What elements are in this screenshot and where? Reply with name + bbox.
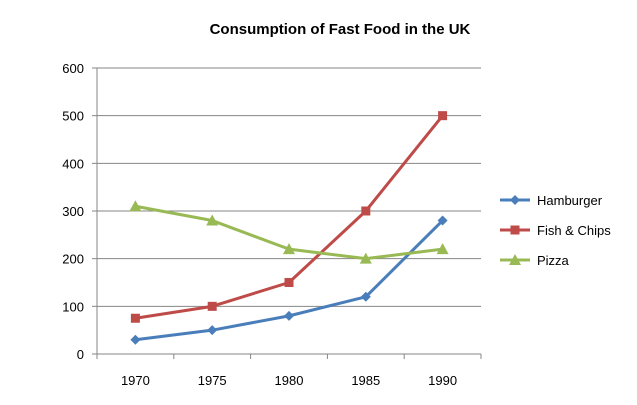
data-point — [284, 278, 294, 287]
x-tick-label: 1980 — [275, 373, 304, 388]
x-tick-label: 1990 — [428, 373, 457, 388]
data-point — [436, 243, 449, 255]
legend-item: Fish & Chips — [500, 223, 611, 238]
data-point — [437, 215, 448, 226]
series-line — [135, 114, 444, 320]
series-1 — [130, 111, 448, 323]
y-tick-label: 0 — [77, 347, 84, 362]
x-tick-label: 1985 — [351, 373, 380, 388]
series-0 — [130, 215, 448, 345]
legend-label: Hamburger — [537, 193, 603, 208]
x-tick-label: 1975 — [198, 373, 227, 388]
series — [129, 111, 449, 345]
data-point — [129, 200, 142, 212]
y-tick-label: 200 — [62, 252, 84, 267]
legend-item: Pizza — [500, 253, 570, 268]
data-point — [360, 291, 371, 302]
y-tick-labels: 0 100 200 300 400 500 600 — [62, 61, 97, 362]
legend-label: Pizza — [537, 253, 570, 268]
data-point — [207, 325, 218, 336]
data-point — [361, 206, 371, 216]
y-tick-label: 500 — [62, 109, 84, 124]
data-point — [130, 313, 140, 323]
y-tick-label: 600 — [62, 61, 84, 76]
data-point — [206, 214, 219, 226]
chart-title: Consumption of Fast Food in the UK — [210, 21, 471, 38]
legend-marker — [510, 195, 520, 205]
legend-marker — [509, 254, 521, 265]
data-point — [207, 301, 217, 311]
series-2 — [129, 200, 449, 264]
gridlines — [97, 67, 481, 307]
legend-marker — [510, 225, 520, 235]
data-point — [438, 111, 448, 121]
legend: Hamburger Fish & Chips Pizza — [500, 193, 611, 268]
data-point — [359, 252, 372, 264]
data-point — [283, 243, 295, 255]
legend-label: Fish & Chips — [537, 223, 611, 238]
data-point — [284, 310, 294, 321]
legend-item: Hamburger — [500, 193, 603, 208]
x-tick-labels: 1970 1975 1980 1985 1990 — [96, 354, 482, 388]
y-tick-label: 300 — [62, 204, 84, 219]
y-tick-label: 100 — [62, 299, 84, 314]
data-point — [130, 334, 141, 345]
x-tick-label: 1970 — [121, 373, 150, 388]
y-tick-label: 400 — [62, 156, 84, 171]
